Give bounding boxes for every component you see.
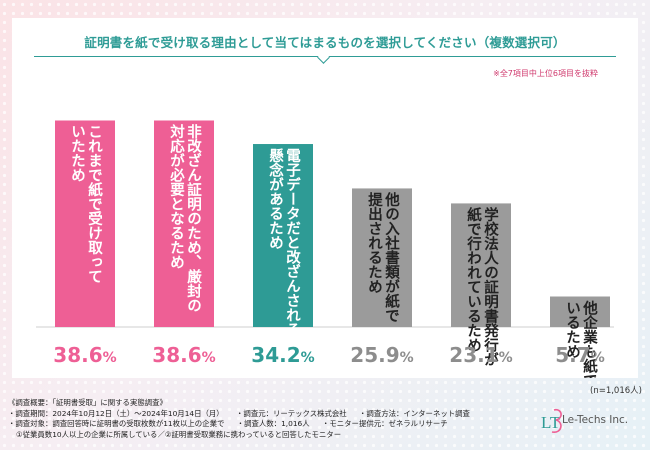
survey-conditions: ①従業員数10人以上の企業に所属している／②証明書受取業務に携わっていると回答し… <box>16 429 342 439</box>
bar-5 <box>451 203 511 327</box>
survey-target: ・調査対象：調査回答時に証明書の受取枚数が11枚以上の企業で <box>8 419 225 429</box>
bar-label-3-line-1: 電子データだと改ざんされる <box>284 148 300 337</box>
survey-count: ・調査人数：1,016人 <box>236 419 310 429</box>
bar-label-5-line-1: 学校法人の証明書発行が <box>482 206 499 367</box>
bar-label-3-line-2: 懸念があるため <box>267 148 283 250</box>
survey-period: ・調査期間：2024年10月12日（土）～2024年10月14日（月） <box>8 408 224 418</box>
survey-heading: 《調査概要：「証明書受取」に関する実態調査》 <box>8 398 167 407</box>
chart-panel: 証明書を紙で受け取る理由として当てはまるものを選択してください（複数選択可） ※… <box>12 18 638 378</box>
value-label-3: 34.2% <box>251 343 314 367</box>
chart-note: ※全7項目中上位6項目を抜粋 <box>493 69 598 78</box>
survey-method: ・調査方法：インターネット調査 <box>359 408 470 418</box>
sample-size: (n=1,016人) <box>590 386 642 396</box>
logo-mark-text: LT <box>541 413 561 432</box>
bar-label-1-line-2: いたため <box>69 124 85 182</box>
bar-label-2-line-1: 非改ざん証明のため、厳封の <box>185 124 201 313</box>
value-label-2: 38.6% <box>152 343 215 367</box>
bar-label-1-line-1: これまで紙で受け取って <box>86 124 102 284</box>
bar-2 <box>154 120 214 328</box>
bar-4 <box>352 188 412 327</box>
chart-title: 証明書を紙で受け取る理由として当てはまるものを選択してください（複数選択可） <box>84 35 566 50</box>
survey-source: ・調査元：リーテックス株式会社 <box>236 408 347 418</box>
survey-footer: 《調査概要：「証明書受取」に関する実態調査》 ・調査期間：2024年10月12日… <box>8 398 470 440</box>
bar-label-6-line-1: 他企業も紙で受け取って <box>581 299 598 378</box>
bar-3 <box>253 144 313 327</box>
bar-label-6-line-2: いるため <box>564 301 580 359</box>
bar-label-4-line-1: 他の入社書類が紙で <box>383 191 400 323</box>
company-logo: LT Le-Techs Inc. <box>540 404 650 440</box>
value-label-6: 5.7% <box>555 343 604 367</box>
value-label-5: 23.1% <box>449 343 512 367</box>
bar-label-4-line-2: 提出されるため <box>366 192 382 294</box>
survey-provider: ・モニター提供元：ゼネラルリサーチ <box>321 419 448 429</box>
value-label-4: 25.9% <box>350 343 413 367</box>
bar-1 <box>55 120 115 328</box>
bar-label-2-line-2: 対応が必要となるため <box>168 123 185 270</box>
bar-6 <box>550 296 610 327</box>
logo-text: Le-Techs Inc. <box>562 414 629 426</box>
bar-label-5-line-2: 紙で行われているため <box>465 206 482 353</box>
logo-mark-icon: LT <box>541 408 562 433</box>
value-label-1: 38.6% <box>53 343 116 367</box>
